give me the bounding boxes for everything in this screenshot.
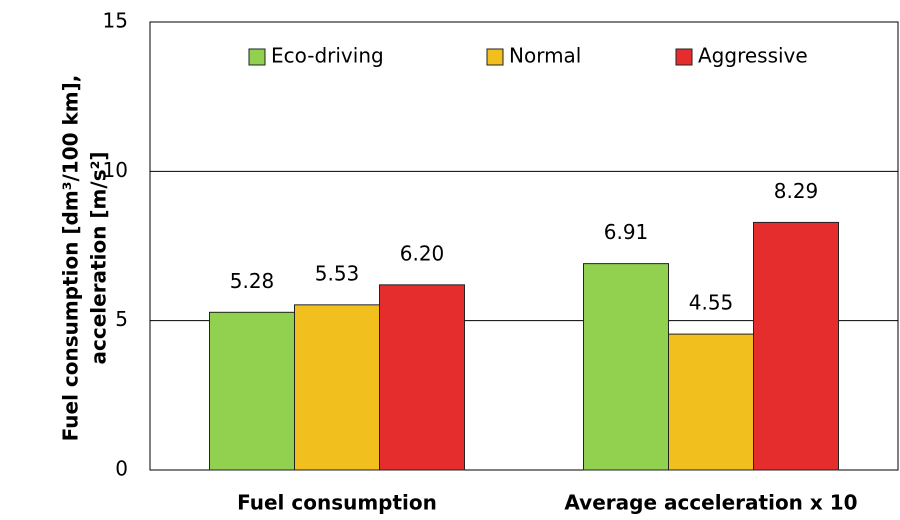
y-tick-label: 0 (115, 457, 128, 481)
legend-swatch (486, 48, 504, 66)
bar (753, 221, 839, 471)
value-label: 5.53 (315, 261, 360, 285)
value-label: 5.28 (230, 269, 275, 293)
x-tick-label: Fuel consumption (237, 491, 437, 515)
plot-border (149, 21, 899, 471)
legend-label: Eco-driving (271, 44, 384, 68)
value-label: 4.55 (689, 291, 734, 315)
value-label: 6.91 (604, 220, 649, 244)
bar (209, 311, 295, 471)
y-tick-label: 10 (103, 158, 128, 182)
y-tick-label: 15 (103, 9, 128, 33)
legend-swatch (675, 48, 693, 66)
value-label: 8.29 (774, 179, 819, 203)
y-axis-label: Fuel consumption [dm³/100 km], (59, 75, 83, 442)
legend-label: Aggressive (698, 44, 808, 68)
y-axis-label: acceleration [m/s²] (87, 152, 111, 365)
bar (583, 263, 669, 471)
legend-swatch (248, 48, 266, 66)
value-label: 6.20 (400, 241, 445, 265)
bar (668, 333, 754, 471)
legend-label: Normal (509, 44, 581, 68)
y-tick-label: 5 (115, 307, 128, 331)
bar (294, 304, 380, 471)
bar (379, 284, 465, 471)
x-tick-label: Average acceleration x 10 (564, 491, 857, 515)
